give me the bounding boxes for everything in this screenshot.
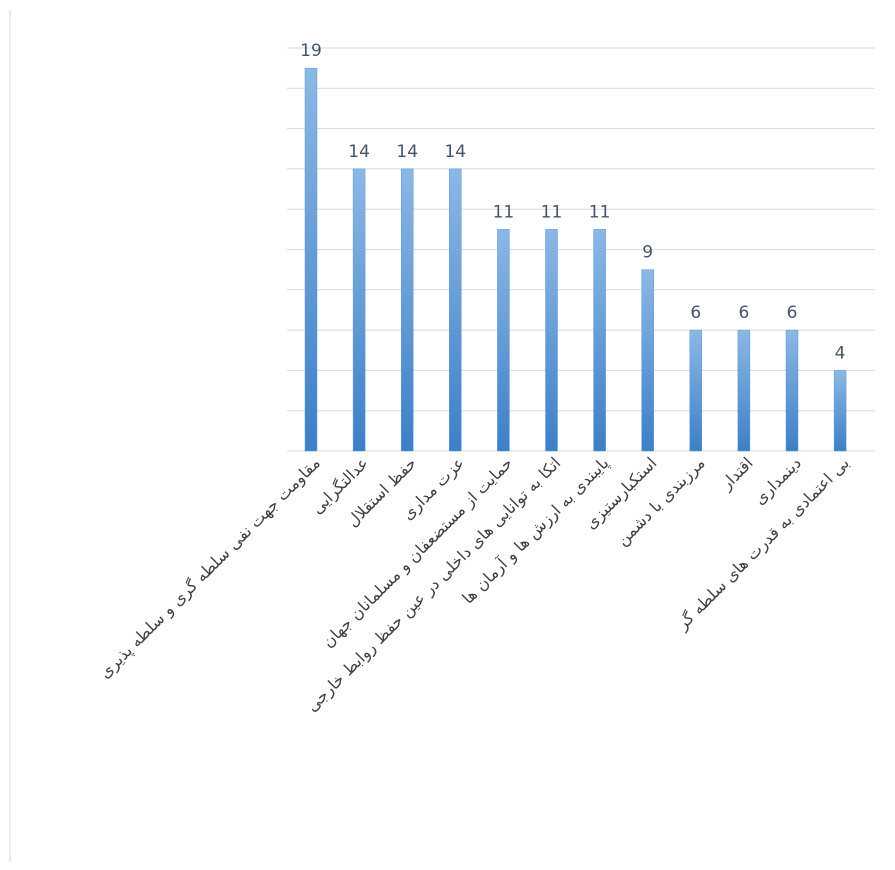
bar	[400, 168, 414, 452]
bar	[641, 269, 654, 452]
bar	[785, 329, 799, 452]
x-tick-label: مرزبندی با دشمن	[613, 453, 710, 550]
bar	[449, 168, 462, 452]
bar	[497, 229, 510, 452]
bar	[689, 329, 703, 452]
data-label: 14	[444, 142, 466, 162]
bar	[833, 370, 847, 452]
data-label: 19	[300, 41, 322, 61]
bar	[593, 229, 606, 452]
bar	[545, 229, 558, 452]
data-label: 14	[396, 142, 418, 162]
data-label: 11	[541, 202, 563, 222]
data-label: 11	[493, 202, 515, 222]
data-label: 11	[589, 202, 611, 222]
x-tick-label: اقتدار	[716, 453, 757, 494]
bar	[352, 168, 366, 452]
data-label: 6	[690, 303, 701, 323]
x-tick-label: مقاومت جهت نفی سلطه گری و سلطه پذیری	[95, 453, 324, 682]
bar	[737, 329, 751, 452]
data-label: 6	[738, 303, 749, 323]
data-label: 9	[642, 243, 653, 263]
bar	[304, 67, 318, 452]
data-label: 4	[835, 343, 846, 363]
data-label: 14	[348, 142, 370, 162]
data-label: 6	[787, 303, 798, 323]
